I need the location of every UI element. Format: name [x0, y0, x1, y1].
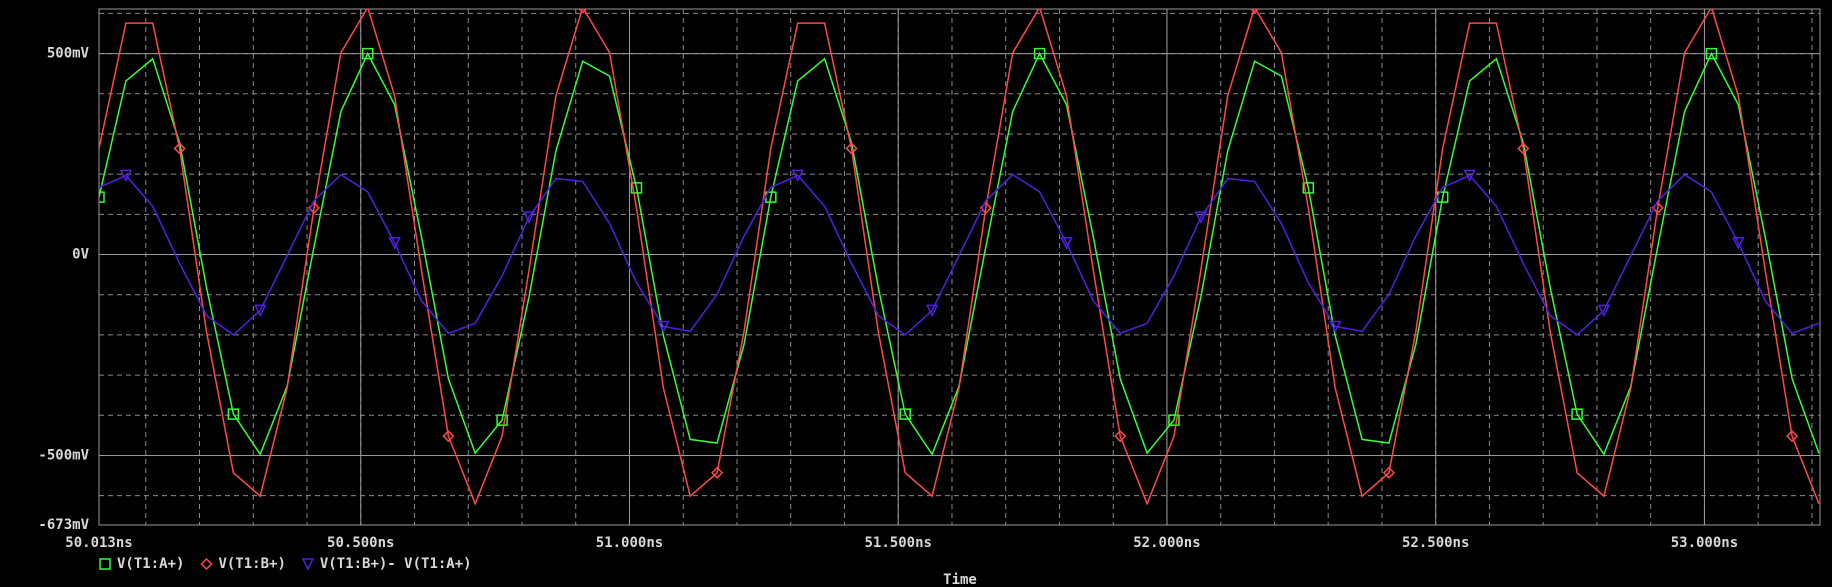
marker: [227, 408, 240, 420]
plot-area: [99, 9, 1820, 506]
x-axis-label: Time: [943, 572, 977, 587]
legend-label: V(T1:B+): [218, 556, 285, 572]
marker: [925, 304, 939, 318]
marker: [522, 211, 536, 224]
x-tick-label: 52.500ns: [1402, 535, 1469, 551]
marker: [1705, 47, 1718, 60]
marker: [388, 237, 401, 250]
marker: [791, 169, 804, 183]
marker: [119, 169, 133, 183]
x-tick-label: 51.500ns: [865, 535, 932, 551]
y-tick-label: 500mV: [47, 46, 90, 62]
marker: [630, 182, 643, 194]
y-tick-label: 0V: [72, 247, 89, 263]
marker: [1033, 47, 1046, 60]
marker: [1597, 304, 1611, 318]
marker: [1382, 466, 1396, 479]
marker: [1060, 237, 1073, 250]
marker: [1732, 237, 1745, 250]
marker: [361, 47, 374, 60]
marker: [765, 191, 777, 203]
marker: [1250, 9, 1260, 14]
marker: [99, 191, 105, 203]
y-tick-label: -500mV: [38, 447, 89, 463]
marker: [496, 414, 508, 426]
marker: [200, 557, 213, 571]
marker: [301, 558, 315, 571]
marker: [1571, 408, 1583, 420]
marker: [657, 320, 670, 334]
marker: [254, 304, 267, 318]
marker: [845, 142, 858, 155]
series-line: [99, 9, 1820, 506]
series-line: [99, 51, 1820, 456]
marker: [1194, 211, 1208, 224]
marker: [99, 558, 111, 570]
x-tick-label: 52.000ns: [1133, 535, 1200, 551]
x-tick-label: 51.000ns: [596, 535, 663, 551]
marker: [1114, 430, 1127, 443]
marker: [1517, 142, 1530, 155]
x-tick-label: 50.500ns: [327, 535, 394, 551]
plot-frame: [98, 8, 1821, 526]
x-tick-label: 50.013ns: [65, 535, 132, 551]
marker: [1785, 430, 1799, 443]
marker: [711, 466, 724, 479]
marker: [442, 430, 455, 443]
series-line: [99, 173, 1820, 336]
marker: [899, 408, 911, 420]
grid: [98, 8, 1821, 526]
marker: [1463, 169, 1476, 183]
legend-label: V(T1:B+)- V(T1:A+): [320, 556, 472, 572]
legend-label: V(T1:A+): [117, 556, 184, 572]
y-tick-label: -673mV: [38, 517, 89, 533]
marker: [578, 9, 588, 14]
marker: [1302, 182, 1315, 194]
marker: [1328, 320, 1342, 334]
marker: [1436, 191, 1449, 203]
marker: [173, 142, 186, 155]
x-tick-label: 53.000ns: [1671, 535, 1738, 551]
marker: [1168, 414, 1180, 426]
